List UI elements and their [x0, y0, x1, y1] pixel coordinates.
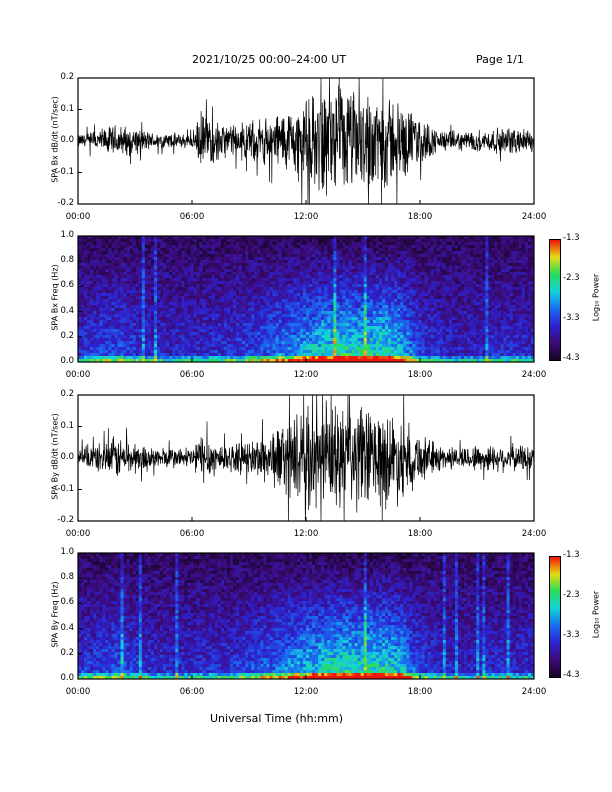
x-axis-title: Universal Time (hh:mm) — [210, 712, 343, 725]
colorbar-label: Log₁₀ Power — [591, 590, 601, 639]
colorbar-tick: -1.3 — [563, 550, 580, 560]
spectrogram-panel-4 — [77, 552, 535, 680]
spectrogram-panel-2 — [77, 235, 535, 363]
y-tick-label: 0.2 — [60, 72, 74, 82]
x-tick-label: 12:00 — [293, 529, 319, 539]
x-tick-label: 00:00 — [65, 529, 91, 539]
y-tick-label: 0.0 — [60, 135, 74, 145]
waveform-trace — [77, 394, 535, 522]
colorbar-tick: -4.3 — [563, 353, 580, 363]
y-axis-label: SPA Bx Freq (Hz) — [50, 264, 60, 331]
colorbar-tick: -1.3 — [563, 233, 580, 243]
x-tick-label: 00:00 — [65, 687, 91, 697]
spectrogram-cells — [78, 553, 535, 680]
y-axis-label: SPA By Freq (Hz) — [50, 581, 60, 648]
waveform-trace — [77, 77, 535, 205]
x-tick-label: 24:00 — [521, 687, 547, 697]
colorbar-tick: -3.3 — [563, 630, 580, 640]
x-tick-label: 18:00 — [407, 370, 433, 380]
y-tick-label: 0.4 — [60, 305, 74, 316]
x-tick-label: 24:00 — [521, 212, 547, 222]
y-tick-label: 0.0 — [60, 673, 74, 683]
y-tick-label: 0.2 — [60, 330, 74, 341]
y-tick-label: -0.1 — [57, 166, 74, 177]
y-tick-label: 0.0 — [60, 452, 74, 462]
colorbar-tick: -3.3 — [563, 313, 580, 323]
date-range-title: 2021/10/25 00:00–24:00 UT — [192, 53, 347, 66]
y-tick-label: 0.2 — [60, 389, 74, 399]
x-tick-label: 12:00 — [293, 212, 319, 222]
y-tick-label: 0.8 — [60, 255, 74, 266]
y-axis-label: SPA By dB/dt (nT/sec) — [50, 413, 60, 500]
x-tick-label: 18:00 — [407, 529, 433, 539]
y-axis-label: SPA Bx dB/dt (nT/sec) — [50, 96, 60, 183]
x-tick-label: 00:00 — [65, 370, 91, 380]
x-tick-label: 06:00 — [179, 370, 205, 380]
x-tick-label: 24:00 — [521, 529, 547, 539]
y-tick-label: 0.1 — [60, 420, 74, 431]
x-tick-label: 06:00 — [179, 687, 205, 697]
waveform-panel-1 — [77, 77, 535, 205]
y-tick-label: -0.2 — [57, 515, 74, 525]
colorbar-tick: -2.3 — [563, 273, 580, 283]
x-tick-label: 00:00 — [65, 212, 91, 222]
y-tick-label: 0.8 — [60, 572, 74, 583]
colorbar — [549, 556, 561, 678]
colorbar-label: Log₁₀ Power — [591, 273, 601, 322]
spectrogram-cells — [78, 236, 535, 363]
x-tick-label: 06:00 — [179, 529, 205, 539]
y-tick-label: 1.0 — [60, 547, 74, 557]
x-tick-label: 18:00 — [407, 212, 433, 222]
y-tick-label: 0.6 — [60, 280, 74, 291]
colorbar — [549, 239, 561, 361]
y-tick-label: 0.6 — [60, 597, 74, 608]
x-tick-label: 12:00 — [293, 687, 319, 697]
y-tick-label: -0.2 — [57, 198, 74, 208]
y-tick-label: 0.2 — [60, 647, 74, 658]
colorbar-tick: -4.3 — [563, 670, 580, 680]
y-tick-label: 0.1 — [60, 103, 74, 114]
x-tick-label: 24:00 — [521, 370, 547, 380]
y-tick-label: 0.4 — [60, 622, 74, 633]
x-tick-label: 12:00 — [293, 370, 319, 380]
y-tick-label: 0.0 — [60, 356, 74, 366]
colorbar-tick: -2.3 — [563, 590, 580, 600]
page-indicator: Page 1/1 — [476, 53, 524, 66]
x-tick-label: 06:00 — [179, 212, 205, 222]
y-tick-label: -0.1 — [57, 483, 74, 494]
x-tick-label: 18:00 — [407, 687, 433, 697]
waveform-panel-3 — [77, 394, 535, 522]
y-tick-label: 1.0 — [60, 230, 74, 240]
